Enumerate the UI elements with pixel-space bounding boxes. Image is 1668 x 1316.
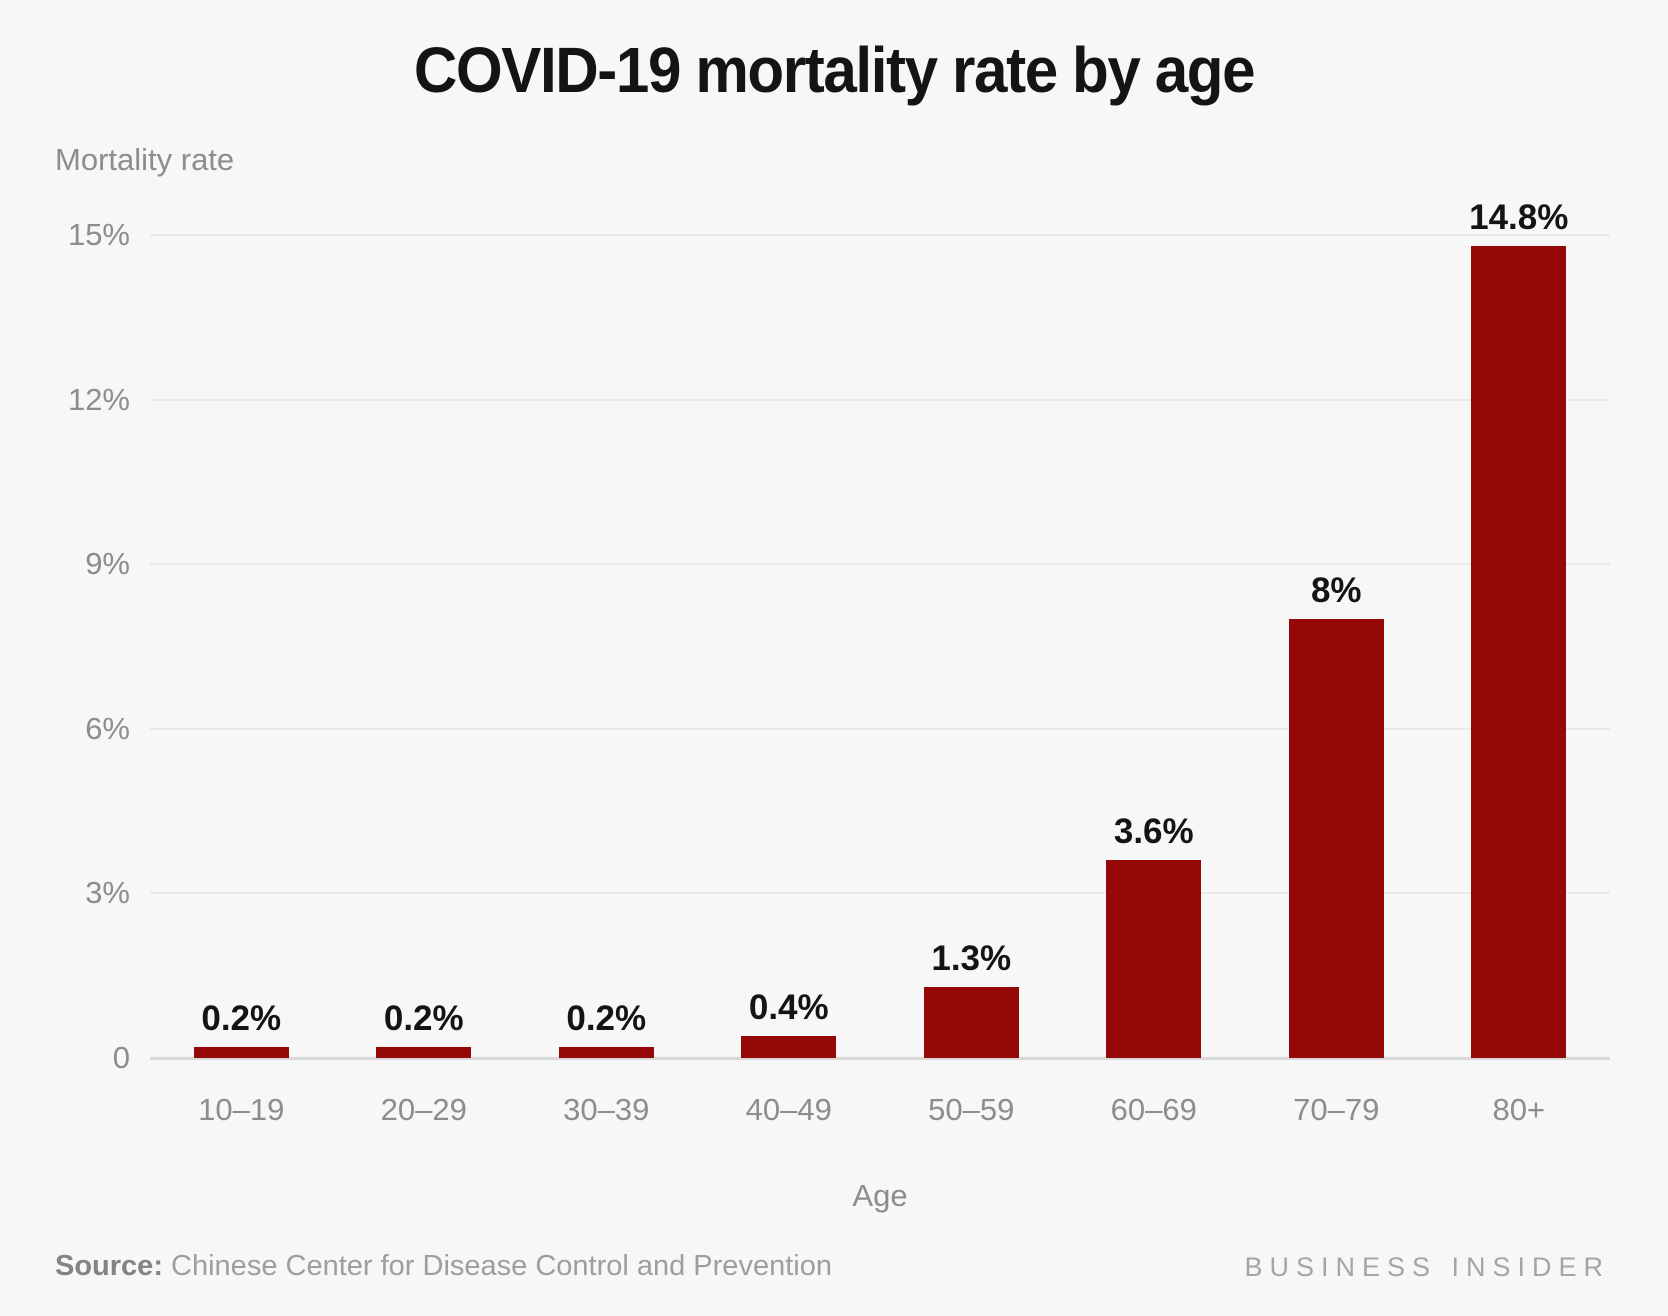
gridline — [150, 892, 1610, 895]
y-tick-label: 12% — [67, 381, 130, 417]
x-tick-label: 40–49 — [745, 1092, 832, 1127]
y-tick-label: 3% — [85, 875, 130, 911]
bar-20–29 — [376, 1047, 472, 1058]
y-tick-label: 9% — [85, 546, 130, 582]
bar-value-label: 0.2% — [566, 999, 647, 1038]
bar-value-label: 14.8% — [1469, 198, 1569, 237]
gridline — [150, 234, 1610, 236]
x-axis-line — [150, 1057, 1610, 1060]
gridline — [150, 727, 1610, 730]
x-tick-label: 50–59 — [928, 1092, 1015, 1127]
bar-30–39 — [558, 1047, 654, 1058]
bar-50–59 — [923, 987, 1019, 1058]
bar-70–79 — [1288, 619, 1384, 1058]
y-axis-title: Mortality rate — [55, 142, 235, 177]
bar-value-label: 3.6% — [1113, 812, 1194, 851]
source-line: Source: Chinese Center for Disease Contr… — [55, 1250, 832, 1283]
y-tick-label: 6% — [85, 710, 130, 746]
bar-60–69 — [1106, 860, 1202, 1058]
x-axis-title: Age — [852, 1178, 908, 1213]
source-text: Chinese Center for Disease Control and P… — [162, 1250, 832, 1282]
x-tick-label: 60–69 — [1110, 1092, 1197, 1127]
brand-logo: BUSINESS INSIDER — [1244, 1252, 1610, 1282]
bar-value-label: 8% — [1310, 571, 1362, 610]
gridline — [150, 398, 1610, 401]
x-tick-label: 80+ — [1492, 1092, 1546, 1127]
x-tick-label: 70–79 — [1293, 1092, 1380, 1127]
bar-80+ — [1471, 246, 1567, 1058]
bar-value-label: 0.2% — [201, 999, 282, 1038]
bar-value-label: 0.4% — [748, 988, 829, 1027]
y-tick-label: 0 — [112, 1040, 130, 1075]
x-tick-label: 30–39 — [563, 1092, 650, 1127]
gridline — [150, 563, 1610, 566]
bar-value-label: 0.2% — [383, 999, 464, 1038]
plot-area: 0.2% 0.2% 0.2% 0.4% 1.3% 3.6% 8% 14.8% — [150, 198, 1610, 1060]
bar-10–19 — [193, 1047, 289, 1058]
x-tick-label: 20–29 — [380, 1092, 467, 1127]
x-tick-label: 10–19 — [198, 1092, 285, 1127]
bar-value-label: 1.3% — [931, 939, 1012, 978]
bar-40–49 — [741, 1036, 837, 1058]
y-tick-label: 15% — [67, 217, 130, 252]
source-label: Source: — [55, 1250, 163, 1282]
chart-title: COVID-19 mortality rate by age — [413, 34, 1256, 106]
